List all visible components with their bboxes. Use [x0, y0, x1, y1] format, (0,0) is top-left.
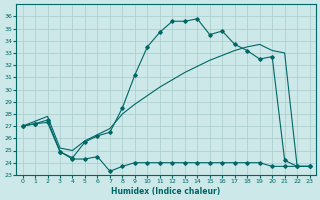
X-axis label: Humidex (Indice chaleur): Humidex (Indice chaleur): [111, 187, 221, 196]
